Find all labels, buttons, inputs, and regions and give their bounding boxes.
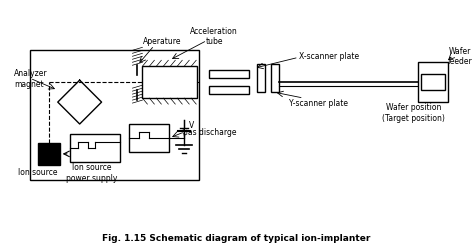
Text: Aperature: Aperature: [143, 37, 182, 46]
Bar: [209, 71, 249, 79]
Text: X-scanner plate: X-scanner plate: [299, 52, 359, 60]
Bar: [38, 143, 60, 165]
Text: Acceleration
tube: Acceleration tube: [190, 26, 238, 46]
Text: Wafer
feeder: Wafer feeder: [448, 46, 473, 66]
Text: Y-scanner plate: Y-scanner plate: [289, 98, 348, 107]
Bar: [271, 65, 279, 93]
Text: Fig. 1.15 Schematic diagram of typical ion-implanter: Fig. 1.15 Schematic diagram of typical i…: [102, 233, 370, 242]
Bar: [421, 75, 445, 91]
Bar: [142, 67, 197, 99]
Text: Wafer position
(Target position): Wafer position (Target position): [382, 103, 445, 122]
Text: Gas discharge: Gas discharge: [182, 128, 237, 137]
Bar: [30, 51, 199, 180]
Text: V: V: [189, 121, 194, 130]
Bar: [129, 124, 169, 152]
Text: Ion source
power supply: Ion source power supply: [66, 162, 117, 182]
Bar: [209, 87, 249, 95]
Bar: [418, 63, 448, 103]
Text: Ion source: Ion source: [18, 168, 58, 176]
Text: Analyzer
magnet: Analyzer magnet: [14, 69, 47, 88]
Bar: [70, 134, 119, 162]
Bar: [257, 65, 265, 93]
